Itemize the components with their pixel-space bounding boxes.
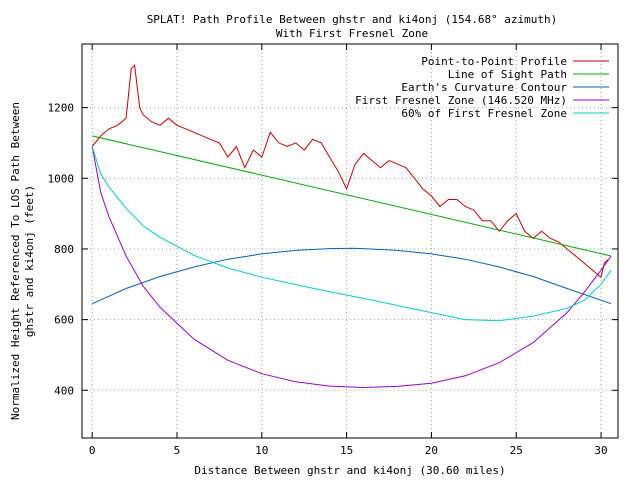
y-tick-label: 600: [54, 314, 74, 327]
y-tick-label: 1000: [48, 172, 75, 185]
legend-label-point-to-point-profile: Point-to-Point Profile: [421, 55, 567, 68]
legend-label-60-of-first-fresnel-zone: 60% of First Fresnel Zone: [401, 107, 567, 120]
y-tick-label: 800: [54, 243, 74, 256]
chart-title: SPLAT! Path Profile Between ghstr and ki…: [147, 13, 558, 26]
series-earth-s-curvature-contour: [91, 247, 612, 305]
legend-label-line-of-sight-path: Line of Sight Path: [448, 68, 567, 81]
legend-label-first-fresnel-zone-146-520-mhz: First Fresnel Zone (146.520 MHz): [355, 94, 567, 107]
x-tick-label: 15: [340, 444, 353, 457]
y-tick-label: 400: [54, 384, 74, 397]
x-tick-label: 0: [89, 444, 96, 457]
y-tick-label: 1200: [48, 102, 75, 115]
series-line-of-sight-path: [92, 135, 612, 257]
y-axis-label-line2: ghstr and ki4onj (feet): [23, 185, 36, 337]
x-axis-label: Distance Between ghstr and ki4onj (30.60…: [194, 464, 505, 477]
x-tick-label: 25: [510, 444, 523, 457]
series-point-to-point-profile: [91, 64, 609, 279]
x-tick-label: 20: [425, 444, 438, 457]
y-axis-label-line1: Normalized Height Referenced To LOS Path…: [9, 102, 22, 420]
chart-subtitle: With First Fresnel Zone: [276, 27, 428, 40]
legend-label-earth-s-curvature-contour: Earth's Curvature Contour: [401, 81, 567, 94]
x-tick-label: 10: [255, 444, 268, 457]
series-60-of-first-fresnel-zone: [91, 146, 612, 322]
series-first-fresnel-zone-146-520-mhz: [91, 146, 612, 389]
tick-layer: 0 5 10 15 20 25 30 400 600 800 1000 1200: [48, 44, 618, 457]
x-tick-label: 30: [594, 444, 607, 457]
x-tick-label: 5: [174, 444, 181, 457]
series-layer: [91, 64, 612, 389]
plot-frame: [81, 43, 619, 439]
